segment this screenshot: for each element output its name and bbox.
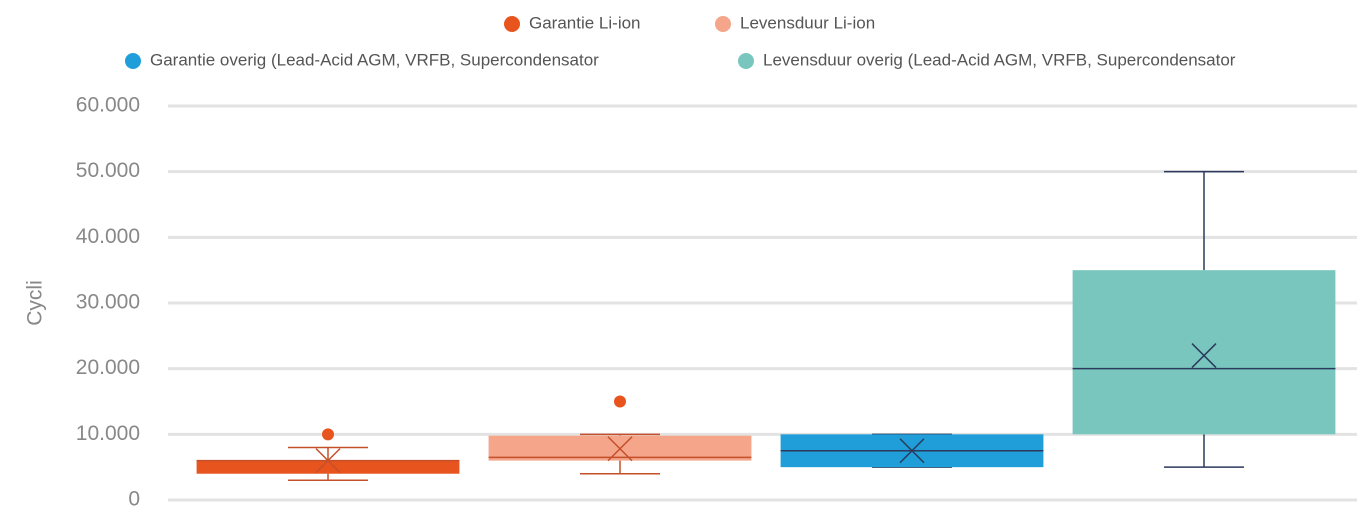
outlier [322, 428, 334, 441]
y-tick-label: 0 [128, 488, 140, 511]
legend-marker [715, 16, 731, 32]
mean-stroke [1191, 343, 1217, 369]
legend-label: Garantie Li-ion [529, 13, 641, 32]
y-tick-label: 40.000 [76, 225, 140, 248]
mean-marker [1191, 343, 1217, 369]
y-tick-label: 50.000 [76, 159, 140, 182]
mean-marker [607, 436, 633, 462]
legend-label: Garantie overig (Lead-Acid AGM, VRFB, Su… [150, 50, 599, 69]
mean-marker [899, 438, 925, 464]
outlier [614, 395, 626, 408]
legend-marker [504, 16, 520, 32]
y-tick-label: 30.000 [76, 291, 140, 314]
y-tick-label: 60.000 [76, 94, 140, 117]
legend-marker [125, 53, 141, 69]
legend-label: Levensduur Li-ion [740, 13, 875, 32]
mean-marker [315, 448, 341, 474]
box [196, 460, 460, 474]
y-axis-label: Cycli [24, 280, 47, 326]
box [1072, 270, 1336, 435]
legend-label: Levensduur overig (Lead-Acid AGM, VRFB, … [763, 50, 1236, 69]
mean-stroke [607, 436, 633, 462]
y-tick-label: 10.000 [76, 422, 140, 445]
mean-stroke [315, 448, 341, 474]
mean-stroke [899, 438, 925, 464]
y-tick-label: 20.000 [76, 356, 140, 379]
legend-marker [738, 53, 754, 69]
